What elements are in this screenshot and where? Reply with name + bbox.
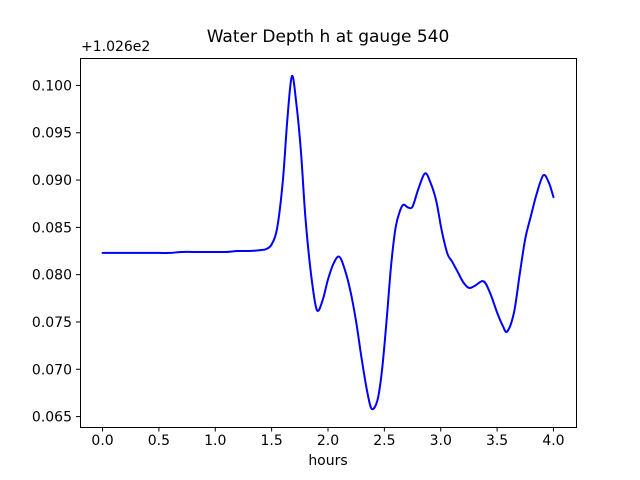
x-tick-label: 1.5: [261, 433, 283, 449]
data-line-water-depth-h: [101, 74, 555, 411]
chart-title: Water Depth h at gauge 540: [206, 27, 450, 47]
axes-frame: [80, 58, 577, 428]
y-tick-label: 0.070: [32, 362, 72, 378]
x-axis-label: hours: [308, 453, 348, 469]
x-tick-label: 2.0: [317, 433, 339, 449]
y-tick-label: 0.095: [32, 126, 72, 142]
y-tick-label: 0.075: [32, 315, 72, 331]
y-tick-label: 0.085: [32, 220, 72, 236]
x-tick-label: 0.0: [91, 433, 113, 449]
y-tick-label: 0.080: [32, 268, 72, 284]
x-tick-label: 2.5: [373, 433, 395, 449]
x-tick-label: 4.0: [542, 433, 564, 449]
x-tick-label: 3.5: [486, 433, 508, 449]
x-tick-label: 0.5: [148, 433, 170, 449]
x-tick-label: 1.0: [204, 433, 226, 449]
y-tick-label: 0.065: [32, 410, 72, 426]
y-tick-label: 0.100: [32, 78, 72, 94]
x-tick-label: 3.0: [430, 433, 452, 449]
y-tick-label: 0.090: [32, 173, 72, 189]
y-axis-offset-text: +1.026e2: [81, 39, 151, 55]
